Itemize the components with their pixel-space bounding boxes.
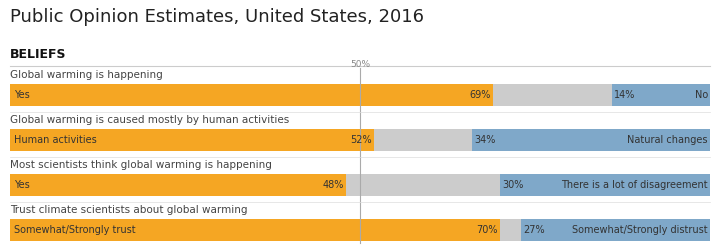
Text: 50%: 50% bbox=[350, 60, 370, 69]
Bar bbox=[346, 174, 500, 196]
Text: Yes: Yes bbox=[14, 90, 30, 100]
Text: Most scientists think global warming is happening: Most scientists think global warming is … bbox=[10, 160, 272, 170]
Bar bbox=[500, 174, 710, 196]
Bar bbox=[493, 84, 612, 106]
Text: Global warming is happening: Global warming is happening bbox=[10, 70, 163, 80]
Bar bbox=[472, 129, 710, 151]
Text: Trust climate scientists about global warming: Trust climate scientists about global wa… bbox=[10, 205, 248, 215]
Text: 34%: 34% bbox=[474, 135, 495, 145]
Bar bbox=[500, 219, 521, 241]
Text: 30%: 30% bbox=[502, 180, 523, 190]
Text: 52%: 52% bbox=[350, 135, 372, 145]
Bar bbox=[10, 129, 374, 151]
Text: No: No bbox=[695, 90, 708, 100]
Text: Global warming is caused mostly by human activities: Global warming is caused mostly by human… bbox=[10, 115, 289, 125]
Text: Somewhat/Strongly distrust: Somewhat/Strongly distrust bbox=[572, 225, 708, 235]
Bar bbox=[10, 84, 493, 106]
Text: 14%: 14% bbox=[614, 90, 636, 100]
Text: There is a lot of disagreement: There is a lot of disagreement bbox=[561, 180, 708, 190]
Text: 27%: 27% bbox=[523, 225, 545, 235]
Text: 69%: 69% bbox=[469, 90, 491, 100]
Text: 70%: 70% bbox=[477, 225, 498, 235]
Bar bbox=[374, 129, 472, 151]
Text: Somewhat/Strongly trust: Somewhat/Strongly trust bbox=[14, 225, 135, 235]
Bar bbox=[612, 84, 710, 106]
Bar bbox=[521, 219, 710, 241]
Text: Human activities: Human activities bbox=[14, 135, 96, 145]
Text: 48%: 48% bbox=[323, 180, 344, 190]
Bar bbox=[10, 174, 346, 196]
Text: Natural changes: Natural changes bbox=[627, 135, 708, 145]
Bar bbox=[10, 219, 500, 241]
Text: BELIEFS: BELIEFS bbox=[10, 48, 66, 61]
Text: Yes: Yes bbox=[14, 180, 30, 190]
Text: Public Opinion Estimates, United States, 2016: Public Opinion Estimates, United States,… bbox=[10, 8, 424, 26]
